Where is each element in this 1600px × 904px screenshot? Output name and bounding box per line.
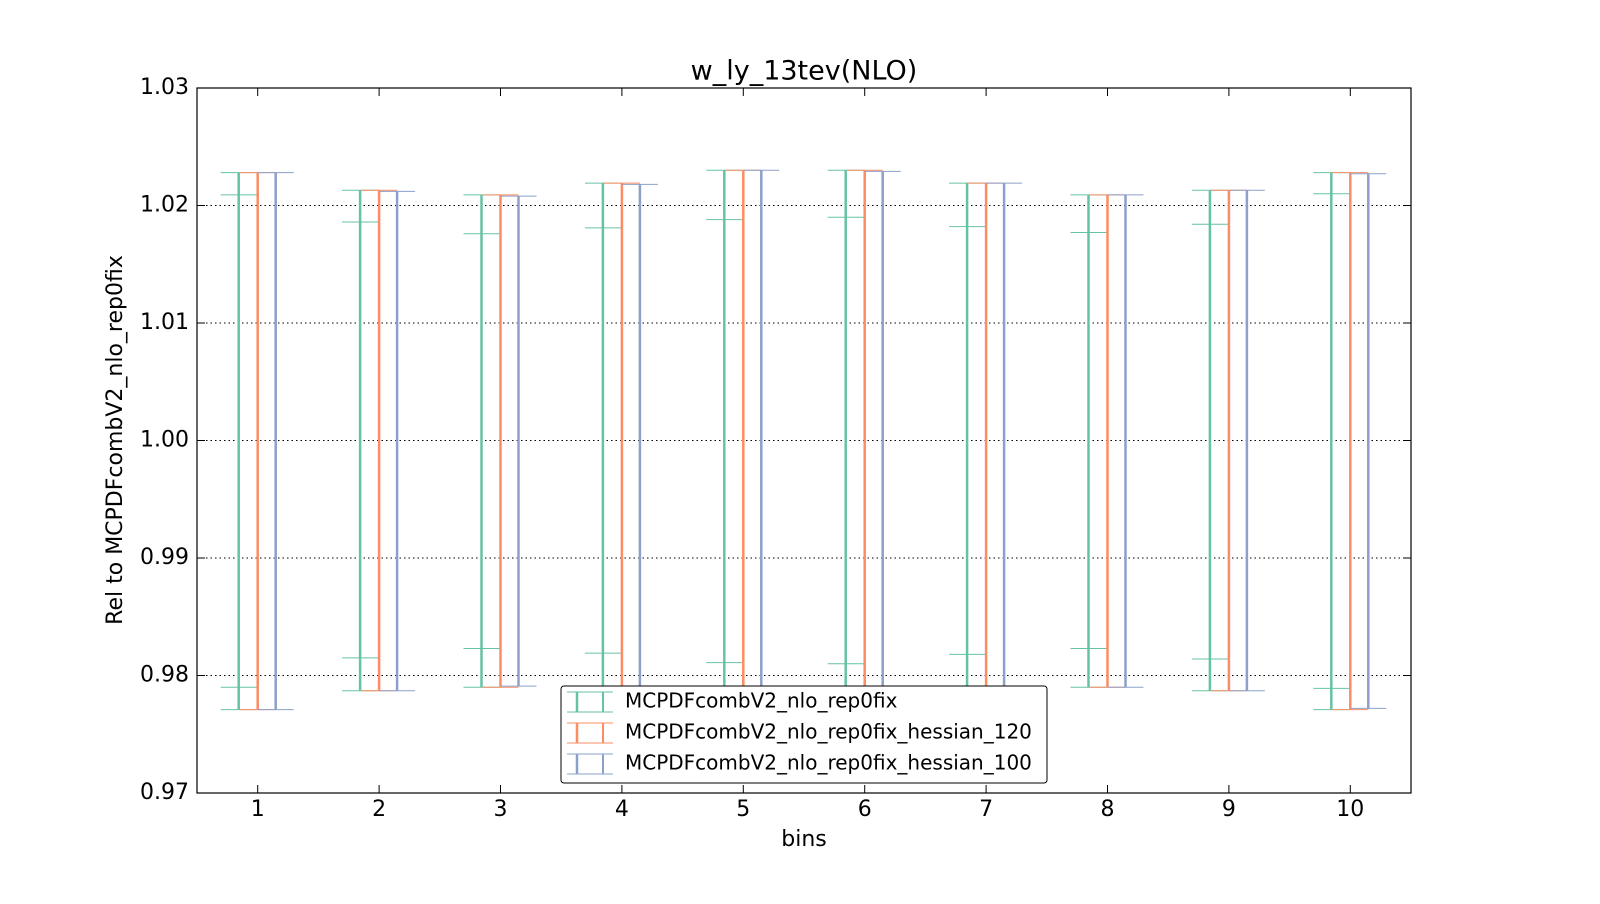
x-tick-label: 1 — [251, 797, 265, 822]
x-tick-label: 2 — [372, 797, 386, 822]
y-tick-label: 0.97 — [140, 780, 189, 805]
legend-label: MCPDFcombV2_nlo_rep0fix — [625, 689, 898, 713]
y-tick-label: 1.03 — [140, 75, 189, 100]
x-axis-label: bins — [781, 827, 826, 852]
legend-label: MCPDFcombV2_nlo_rep0fix_hessian_120 — [625, 720, 1032, 744]
x-tick-label: 10 — [1336, 797, 1364, 822]
y-tick-label: 1.02 — [140, 193, 189, 218]
y-tick-label: 1.01 — [140, 310, 189, 335]
plot-frame — [196, 87, 1412, 794]
y-tick-label: 1.00 — [140, 428, 189, 453]
legend-label: MCPDFcombV2_nlo_rep0fix_hessian_100 — [625, 751, 1032, 775]
y-tick-label: 0.98 — [140, 663, 189, 688]
legend-frame — [560, 685, 1048, 784]
x-tick-label: 5 — [736, 797, 750, 822]
y-axis-label: Rel to MCPDFcombV2_nlo_rep0fix — [103, 255, 128, 625]
x-tick-label: 3 — [494, 797, 508, 822]
y-tick-label: 0.99 — [140, 545, 189, 570]
x-tick-label: 9 — [1222, 797, 1236, 822]
legend: MCPDFcombV2_nlo_rep0fix MCPDFcombV2_nlo_r… — [560, 685, 1048, 784]
x-tick-label: 4 — [615, 797, 629, 822]
x-tick-label: 8 — [1101, 797, 1115, 822]
x-tick-label: 7 — [979, 797, 993, 822]
chart-title: w_ly_13tev(NLO) — [691, 56, 918, 87]
x-tick-label: 6 — [858, 797, 872, 822]
